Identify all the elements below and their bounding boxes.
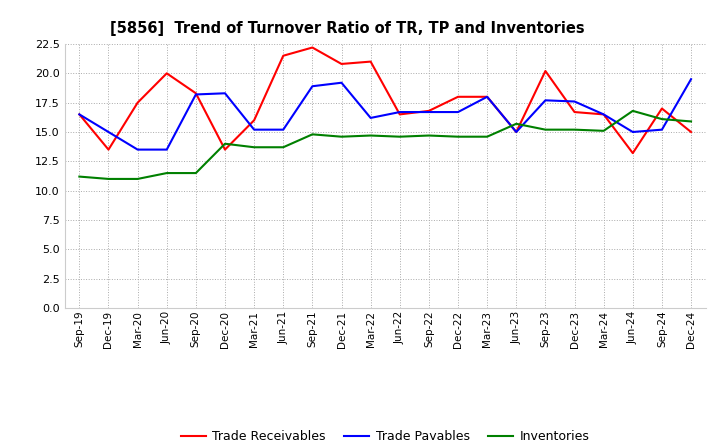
Inventories: [337, 134, 346, 139]
Inventories: [541, 127, 550, 132]
Trade Payables: [657, 127, 666, 132]
Trade Payables: [337, 80, 346, 85]
Text: [5856]  Trend of Turnover Ratio of TR, TP and Inventories: [5856] Trend of Turnover Ratio of TR, TP…: [109, 21, 585, 36]
Trade Receivables: [163, 71, 171, 76]
Trade Payables: [279, 127, 287, 132]
Trade Payables: [687, 77, 696, 82]
Line: Trade Payables: Trade Payables: [79, 79, 691, 150]
Trade Payables: [75, 112, 84, 117]
Trade Receivables: [657, 106, 666, 111]
Inventories: [366, 133, 375, 138]
Inventories: [279, 145, 287, 150]
Inventories: [454, 134, 462, 139]
Trade Receivables: [133, 100, 142, 105]
Inventories: [250, 145, 258, 150]
Inventories: [657, 117, 666, 122]
Trade Receivables: [629, 150, 637, 156]
Trade Receivables: [337, 61, 346, 66]
Trade Receivables: [454, 94, 462, 99]
Inventories: [308, 132, 317, 137]
Trade Payables: [192, 92, 200, 97]
Trade Payables: [454, 110, 462, 115]
Trade Payables: [250, 127, 258, 132]
Inventories: [599, 128, 608, 133]
Trade Payables: [395, 110, 404, 115]
Inventories: [163, 170, 171, 176]
Trade Payables: [220, 91, 229, 96]
Trade Receivables: [220, 147, 229, 152]
Line: Inventories: Inventories: [79, 111, 691, 179]
Trade Receivables: [192, 91, 200, 96]
Trade Receivables: [75, 112, 84, 117]
Trade Receivables: [279, 53, 287, 59]
Trade Payables: [104, 129, 113, 135]
Trade Receivables: [250, 117, 258, 123]
Legend: Trade Receivables, Trade Payables, Inventories: Trade Receivables, Trade Payables, Inven…: [176, 425, 595, 440]
Trade Receivables: [395, 112, 404, 117]
Inventories: [483, 134, 492, 139]
Trade Payables: [599, 112, 608, 117]
Inventories: [570, 127, 579, 132]
Trade Payables: [163, 147, 171, 152]
Trade Receivables: [599, 112, 608, 117]
Inventories: [512, 121, 521, 126]
Inventories: [425, 133, 433, 138]
Inventories: [104, 176, 113, 182]
Trade Payables: [512, 129, 521, 135]
Trade Receivables: [541, 68, 550, 73]
Trade Payables: [133, 147, 142, 152]
Inventories: [192, 170, 200, 176]
Trade Payables: [541, 98, 550, 103]
Inventories: [629, 108, 637, 114]
Trade Receivables: [687, 129, 696, 135]
Trade Receivables: [483, 94, 492, 99]
Trade Payables: [308, 84, 317, 89]
Trade Receivables: [512, 129, 521, 135]
Trade Receivables: [570, 110, 579, 115]
Inventories: [395, 134, 404, 139]
Trade Receivables: [308, 45, 317, 50]
Inventories: [75, 174, 84, 179]
Trade Payables: [366, 115, 375, 121]
Trade Payables: [570, 99, 579, 104]
Trade Receivables: [425, 108, 433, 114]
Trade Receivables: [104, 147, 113, 152]
Trade Payables: [629, 129, 637, 135]
Trade Payables: [483, 94, 492, 99]
Inventories: [220, 141, 229, 147]
Trade Payables: [425, 110, 433, 115]
Inventories: [133, 176, 142, 182]
Line: Trade Receivables: Trade Receivables: [79, 48, 691, 153]
Inventories: [687, 119, 696, 124]
Trade Receivables: [366, 59, 375, 64]
